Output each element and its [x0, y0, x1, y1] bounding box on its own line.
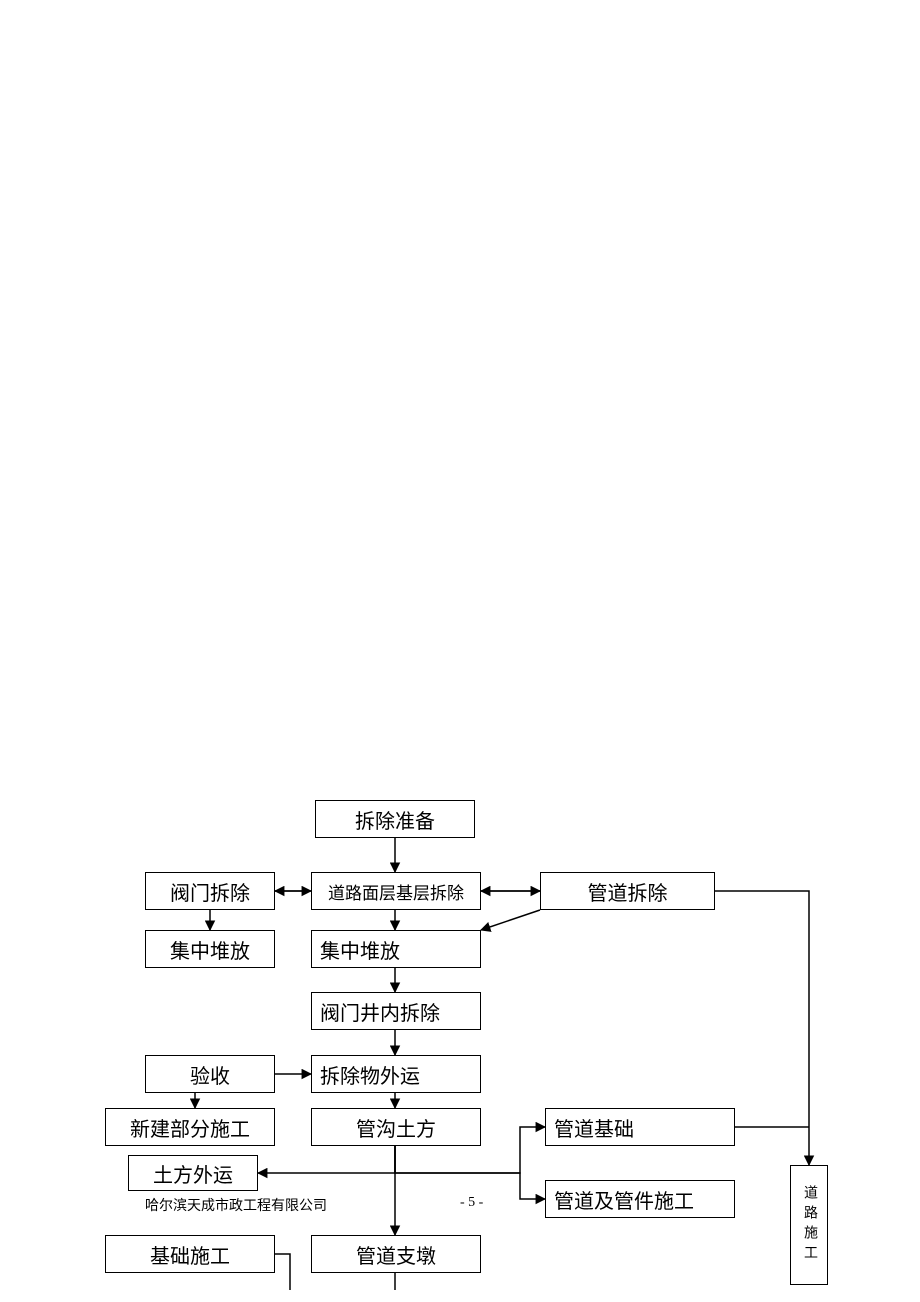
flowchart-node-n15: 基础施工	[105, 1235, 275, 1273]
flowchart-node-n5: 集中堆放	[145, 930, 275, 968]
flowchart-node-n9: 拆除物外运	[311, 1055, 481, 1093]
flowchart-node-n13: 土方外运	[128, 1155, 258, 1191]
footer-company: 哈尔滨天成市政工程有限公司	[145, 1195, 327, 1215]
flowchart-node-n6: 集中堆放	[311, 930, 481, 968]
flowchart-node-n3: 道路面层基层拆除	[311, 872, 481, 910]
footer-page-number: - 5 -	[460, 1195, 483, 1211]
flowchart-edges	[0, 0, 920, 1302]
flowchart-node-n11: 管沟土方	[311, 1108, 481, 1146]
flowchart-node-n17: 道路施工	[790, 1165, 828, 1285]
flowchart-node-n1: 拆除准备	[315, 800, 475, 838]
flowchart-node-n14: 管道及管件施工	[545, 1180, 735, 1218]
flowchart-node-n10: 新建部分施工	[105, 1108, 275, 1146]
flowchart-node-n7: 阀门井内拆除	[311, 992, 481, 1030]
flowchart-node-n8: 验收	[145, 1055, 275, 1093]
flowchart-node-n12: 管道基础	[545, 1108, 735, 1146]
flowchart-node-n16: 管道支墩	[311, 1235, 481, 1273]
flowchart-node-n4: 管道拆除	[540, 872, 715, 910]
flowchart-node-n2: 阀门拆除	[145, 872, 275, 910]
